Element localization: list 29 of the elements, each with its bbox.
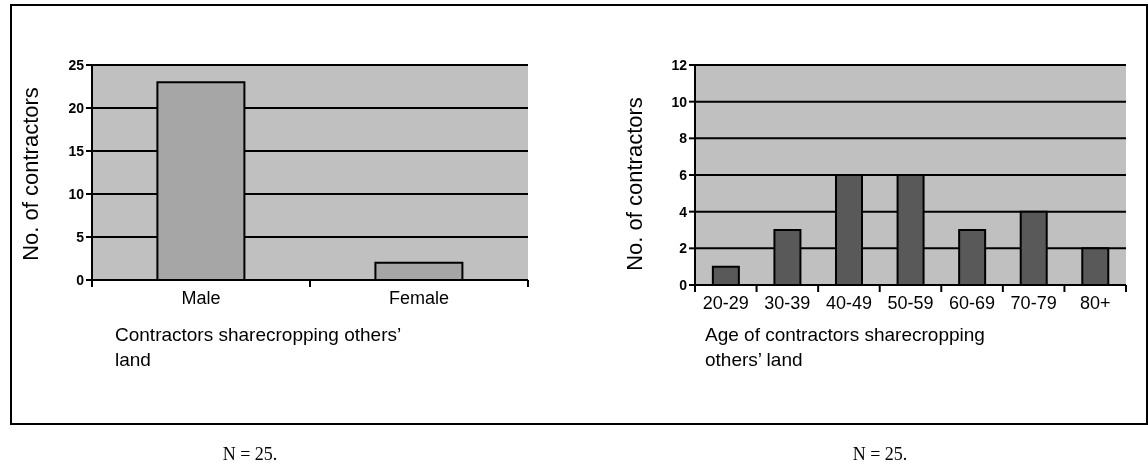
y-tick-label: 15	[68, 142, 85, 159]
y-tick-label: 20	[68, 99, 85, 116]
x-axis-title: Age of contractors sharecropping others’ land	[705, 323, 986, 372]
x-tick-label: 20-29	[702, 293, 749, 313]
bar	[711, 265, 740, 285]
x-tick-label: Male	[181, 288, 221, 308]
y-tick-label: 10	[68, 185, 85, 202]
x-tick-label: 50-59	[887, 293, 934, 313]
y-tick-label: 6	[679, 166, 688, 183]
y-tick-label: 25	[68, 56, 85, 73]
y-tick-label: 12	[671, 56, 688, 73]
x-tick-label: Female	[388, 288, 450, 308]
x-tick-label: 80+	[1079, 293, 1111, 313]
y-axis-title: No. of contractors	[622, 97, 647, 271]
x-tick-label: 30-39	[764, 293, 811, 313]
y-tick-label: 5	[76, 228, 85, 245]
x-axis-title: Contractors sharecropping others’ land	[115, 323, 402, 372]
text: N = 25.	[222, 443, 278, 465]
y-tick-label: 8	[679, 130, 688, 147]
x-tick-label: 40-49	[825, 293, 872, 313]
text: N = 25.	[852, 443, 908, 465]
y-tick-label: 2	[679, 240, 688, 257]
y-axis-title: No. of contractors	[18, 87, 43, 261]
y-tick-label: 0	[76, 271, 85, 288]
y-tick-label: 4	[679, 203, 688, 220]
x-tick-label: 60-69	[949, 293, 996, 313]
y-tick-label: 10	[671, 93, 688, 110]
y-tick-label: 0	[679, 276, 688, 293]
x-tick-label: 70-79	[1010, 293, 1057, 313]
